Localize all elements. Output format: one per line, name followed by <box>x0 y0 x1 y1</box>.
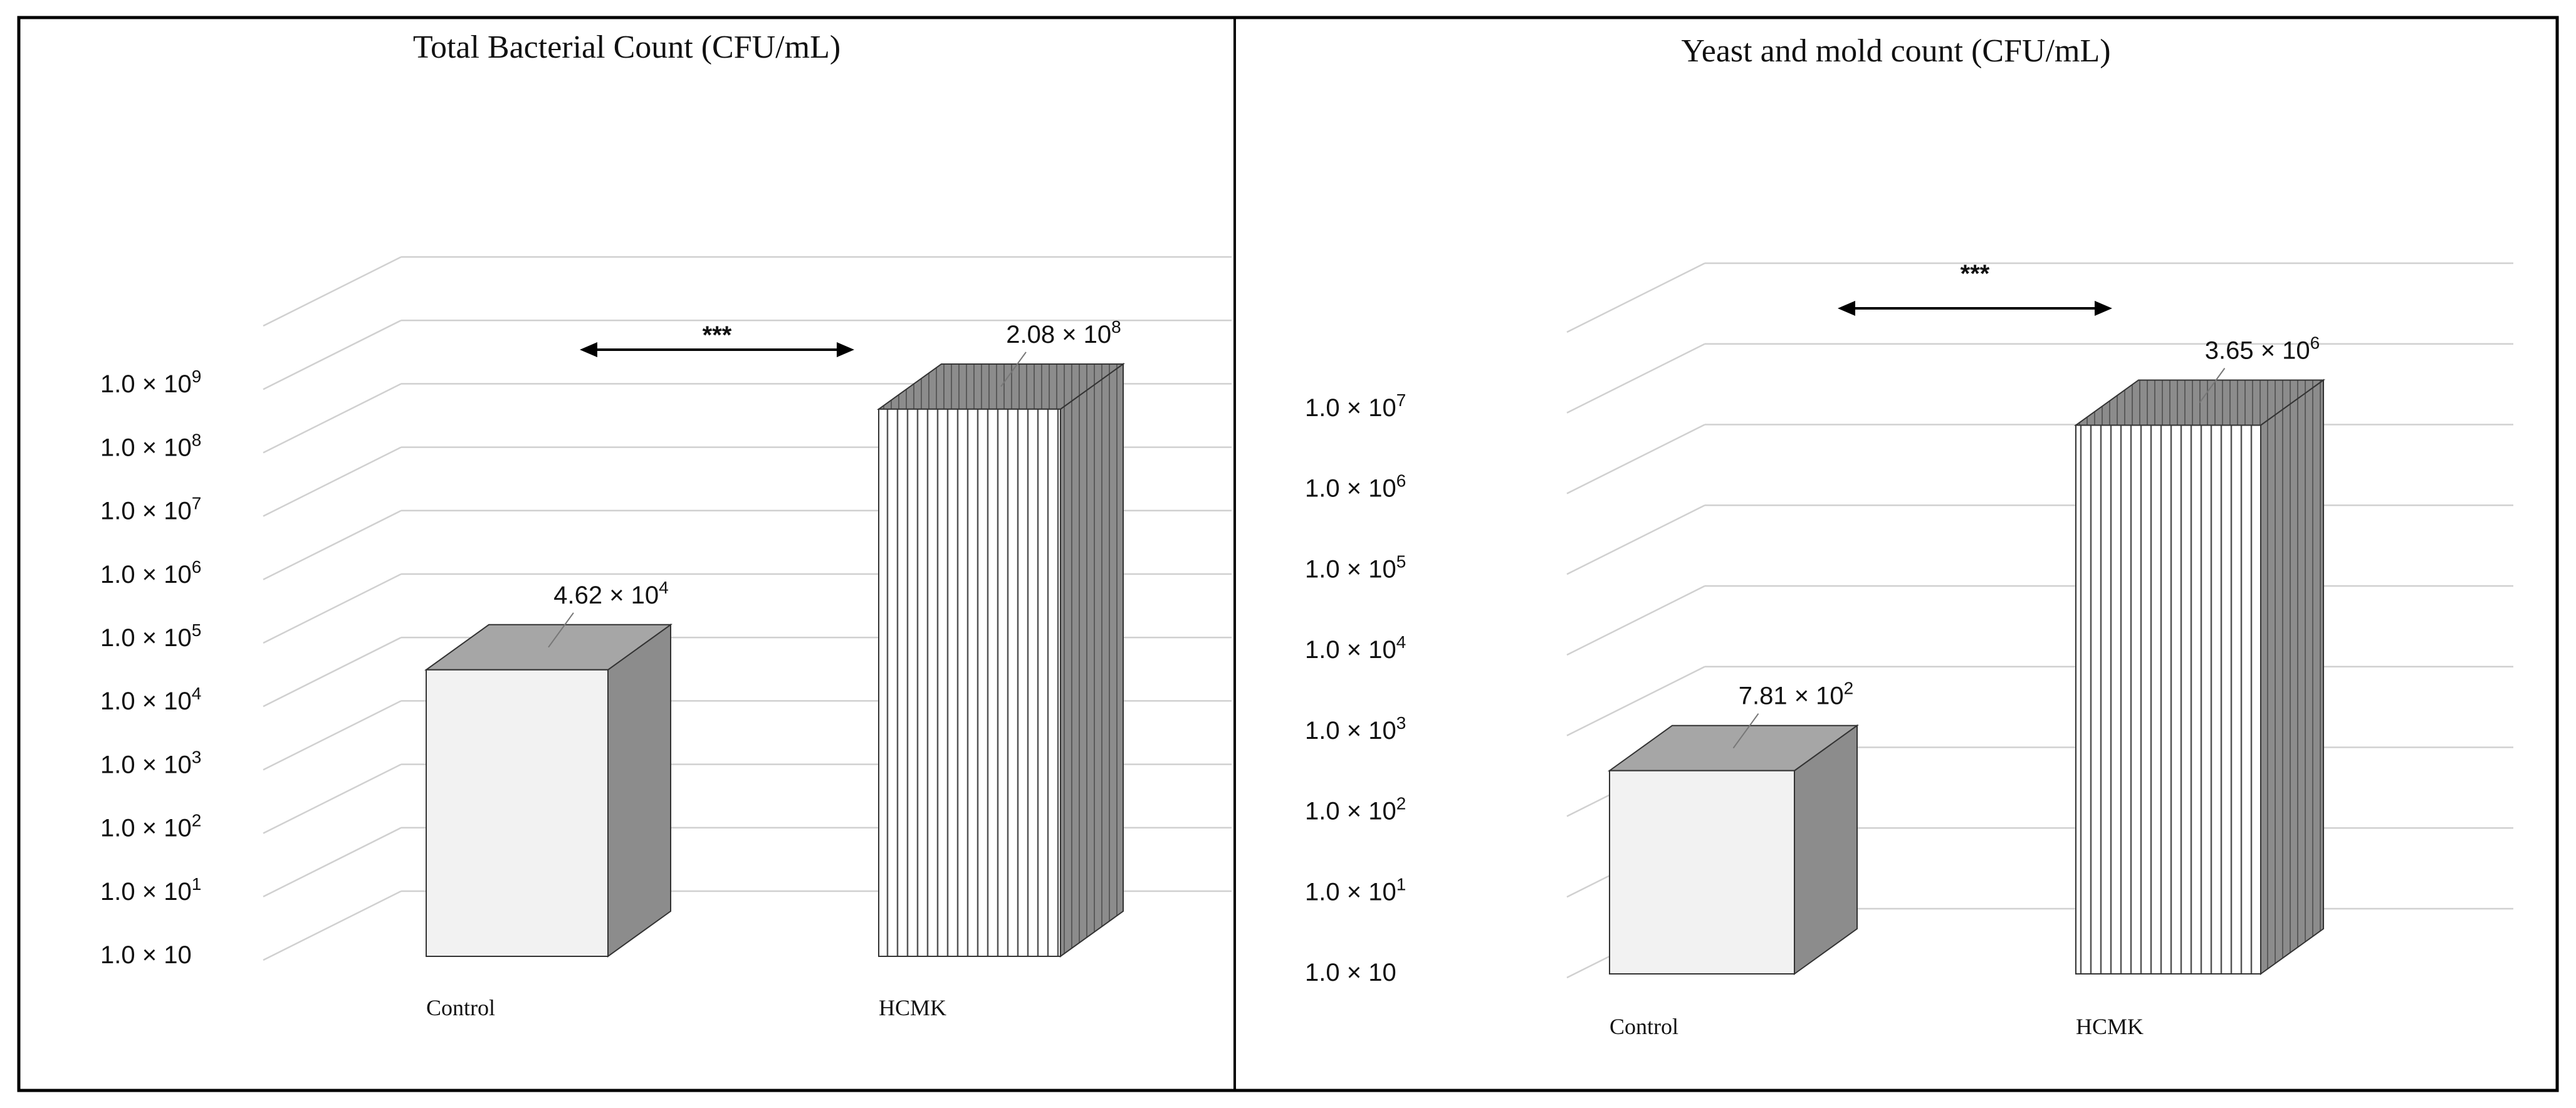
bar-hcmk <box>2075 424 2261 975</box>
gridline-diagonal <box>1566 585 1705 656</box>
x-category-label: HCMK <box>2076 1014 2144 1039</box>
bar-side-control <box>607 623 671 958</box>
y-tick-label: 1.0 × 109 <box>100 367 201 398</box>
x-category-label: Control <box>426 995 495 1020</box>
gridline-diagonal <box>263 763 402 834</box>
y-tick-label: 1.0 × 107 <box>100 494 201 525</box>
y-tick-label: 1.0 × 106 <box>1305 471 1406 503</box>
bar-side-hcmk <box>2260 379 2324 975</box>
y-tick-label: 1.0 × 10 <box>100 941 192 969</box>
panel-yeast-mold-count: Yeast and mold count (CFU/mL) 1.0 × 10 1.0… <box>1305 33 2513 1039</box>
data-label-leader <box>1000 352 1027 387</box>
y-tick-label: 1.0 × 104 <box>100 684 201 715</box>
gridline-diagonal <box>263 827 402 897</box>
y-tick-label: 1.0 × 103 <box>100 747 201 778</box>
y-tick-label: 1.0 × 105 <box>1305 551 1406 583</box>
data-label-leader <box>1732 713 1759 749</box>
significance-arrow <box>580 342 854 357</box>
gridline-diagonal <box>263 383 402 454</box>
significance-arrow <box>1838 301 2112 316</box>
bar-hcmk <box>878 408 1061 957</box>
data-label-leader <box>548 612 574 648</box>
gridline-diagonal <box>1566 424 1705 494</box>
significance-label: *** <box>703 321 732 349</box>
significance-label: *** <box>1961 260 1990 288</box>
gridline-diagonal <box>1566 262 1705 333</box>
y-tick-label: 1.0 × 108 <box>100 430 201 461</box>
gridline-diagonal <box>263 320 402 390</box>
gridline-diagonal <box>263 446 402 517</box>
gridline-diagonal <box>263 700 402 771</box>
y-tick-label: 1.0 × 10 <box>1305 959 1396 986</box>
x-category-label: Control <box>1610 1014 1678 1039</box>
y-tick-label: 1.0 × 101 <box>1305 874 1406 906</box>
data-label: 2.08 × 108 <box>1006 317 1121 348</box>
gridline-diagonal <box>1566 666 1705 736</box>
chart-title: Yeast and mold count (CFU/mL) <box>1681 33 2110 69</box>
gridline-diagonal <box>263 890 402 961</box>
figure-frame <box>17 16 2559 1092</box>
data-label: 4.62 × 104 <box>553 578 669 609</box>
y-tick-label: 1.0 × 104 <box>1305 632 1406 664</box>
chart-title: Total Bacterial Count (CFU/mL) <box>413 29 840 65</box>
bar-control <box>1609 770 1795 975</box>
gridline-diagonal <box>263 256 402 327</box>
bar-control <box>426 669 609 957</box>
gridline-diagonal <box>263 573 402 644</box>
data-label: 3.65 × 106 <box>2205 333 2320 364</box>
y-tick-label: 1.0 × 102 <box>100 811 201 842</box>
data-label-leader <box>2199 367 2226 404</box>
y-tick-label: 1.0 × 106 <box>100 557 201 588</box>
gridline-diagonal <box>263 510 402 580</box>
panel-total-bacterial-count: Total Bacterial Count (CFU/mL) 1.0 × 10 1.… <box>100 29 1232 1020</box>
y-tick-label: 1.0 × 102 <box>1305 794 1406 825</box>
gridline-diagonal <box>1566 343 1705 414</box>
y-tick-label: 1.0 × 107 <box>1305 390 1406 422</box>
x-category-label: HCMK <box>879 995 946 1020</box>
y-tick-label: 1.0 × 101 <box>100 874 201 906</box>
gridline-diagonal <box>1566 504 1705 575</box>
bar-side-hcmk <box>1060 362 1124 958</box>
y-tick-label: 1.0 × 103 <box>1305 713 1406 745</box>
y-tick-label: 1.0 × 105 <box>100 620 201 652</box>
data-label: 7.81 × 102 <box>1739 679 1854 710</box>
gridline-diagonal <box>263 637 402 708</box>
